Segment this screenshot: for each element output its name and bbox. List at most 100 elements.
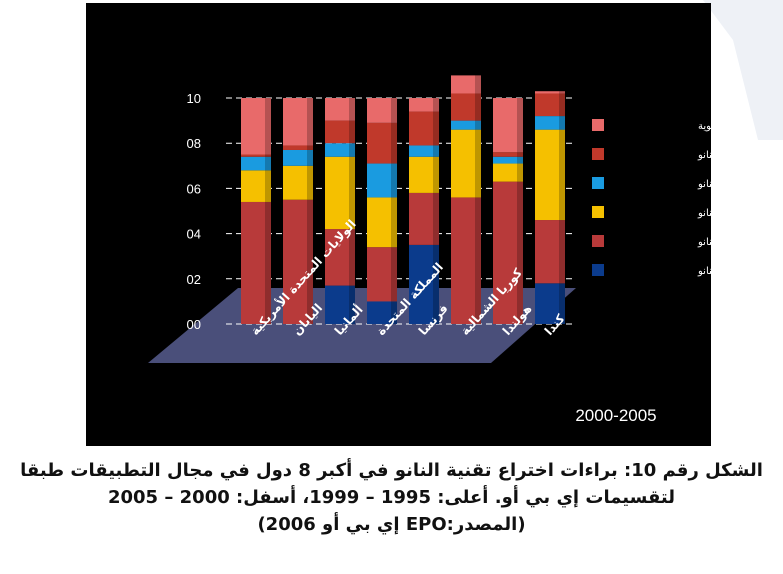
bar-segment-shade xyxy=(559,116,565,130)
y-tick-label: 10 xyxy=(187,91,201,106)
figure-caption-line-3: (المصدر:EPO إي بي أو 2006) xyxy=(257,514,526,535)
period-label: 2000-2005 xyxy=(575,406,656,425)
bar-segment xyxy=(325,229,355,286)
bar-segment xyxy=(367,197,397,248)
bar-segment xyxy=(535,283,565,324)
bar-segment-shade xyxy=(559,91,565,94)
bar-segment-shade xyxy=(517,152,523,157)
bar-segment xyxy=(451,75,481,94)
legend-swatch xyxy=(592,177,604,189)
bar-segment xyxy=(241,154,271,157)
bar-segment xyxy=(283,199,313,324)
bar-segment xyxy=(409,156,439,193)
bar-segment xyxy=(493,156,523,164)
bar-segment xyxy=(409,111,439,146)
bar-segment xyxy=(367,122,397,164)
figure-caption-line-1: الشكل رقم 10: براءات اختراع تقنية النانو… xyxy=(20,460,763,481)
legend-label: كهرباء النانو xyxy=(697,150,711,161)
legend-swatch xyxy=(592,119,604,131)
bar-segment xyxy=(493,152,523,157)
legend-label: مواد النانو xyxy=(697,179,711,190)
bar-segment xyxy=(535,93,565,117)
bar-segment-shade xyxy=(433,244,439,324)
bar-segment-shade xyxy=(433,98,439,112)
legend-swatch xyxy=(592,206,604,218)
bar-segment xyxy=(283,145,313,150)
bar-segment-shade xyxy=(559,220,565,284)
bar-segment xyxy=(367,163,397,198)
bar-segment xyxy=(493,181,523,324)
bar-segment-shade xyxy=(349,229,355,286)
bar-segment-shade xyxy=(517,98,523,153)
bar-segment xyxy=(451,93,481,121)
bar-segment-shade xyxy=(475,197,481,324)
bar-segment-shade xyxy=(265,154,271,157)
legend-label: أجهزة النانو xyxy=(697,206,711,219)
bar-segment xyxy=(367,98,397,123)
bar-segment-shade xyxy=(349,285,355,324)
bar-segment xyxy=(241,170,271,202)
bar-segment xyxy=(409,192,439,245)
y-tick-label: 04 xyxy=(187,227,201,242)
chart-panel: 00 02 04 06 08 10 الولايات المتحدة الأمريكية ا… xyxy=(86,3,711,446)
bar-segment-shade xyxy=(433,145,439,157)
bar-segment-shade xyxy=(391,98,397,123)
bar-segment xyxy=(409,98,439,112)
y-tick-label: 06 xyxy=(187,181,201,196)
legend-label: تقنية النانو الحيوية xyxy=(698,121,711,132)
bar-segment xyxy=(409,145,439,157)
bar-segment-shade xyxy=(475,93,481,121)
bar-segment-shade xyxy=(349,156,355,230)
bar-segment-shade xyxy=(307,145,313,150)
bar-segment-shade xyxy=(307,149,313,166)
bar-segment xyxy=(451,120,481,130)
bar-segment-shade xyxy=(265,156,271,171)
bar-segment xyxy=(535,116,565,130)
bar-segment-shade xyxy=(391,247,397,302)
bar-segment xyxy=(409,244,439,324)
legend-swatch xyxy=(592,264,604,276)
bar-segment xyxy=(451,197,481,324)
legend-label: مغناطيس النانو xyxy=(697,266,711,277)
legend-label: بصريات النانو xyxy=(697,237,711,248)
bar-segment-shade xyxy=(391,301,397,324)
bar-segment xyxy=(367,247,397,302)
bar-segment xyxy=(493,163,523,182)
y-tick-label: 08 xyxy=(187,136,201,151)
bar-segment xyxy=(283,98,313,146)
bar-segment xyxy=(325,98,355,121)
bar-segment xyxy=(535,220,565,284)
bar-segment-shade xyxy=(433,111,439,146)
bar-segment-shade xyxy=(517,163,523,182)
background-shape xyxy=(703,0,783,140)
bar-segment-shade xyxy=(265,201,271,324)
bar-segment xyxy=(325,120,355,144)
bar-segment-shade xyxy=(559,93,565,117)
bar-segment-shade xyxy=(265,98,271,155)
bar-segment-shade xyxy=(559,283,565,324)
bar-segment-shade xyxy=(433,156,439,193)
bar-segment-shade xyxy=(391,163,397,198)
bar-segment xyxy=(325,143,355,157)
bar-segment xyxy=(493,98,523,153)
bar-segment-shade xyxy=(475,129,481,198)
bar-segment-shade xyxy=(307,98,313,146)
bar-segment-shade xyxy=(265,170,271,202)
bar-segment xyxy=(283,149,313,166)
bar-segment xyxy=(451,129,481,198)
bar-segment xyxy=(535,129,565,221)
bar-segment xyxy=(325,156,355,230)
bar-segment-shade xyxy=(391,197,397,248)
bar-segment-shade xyxy=(349,143,355,157)
bar-segment-shade xyxy=(517,181,523,324)
bar-segment-shade xyxy=(559,129,565,221)
y-tick-label: 00 xyxy=(187,317,201,332)
y-tick-label: 02 xyxy=(187,272,201,287)
bar-segment xyxy=(283,165,313,200)
bar-segment-shade xyxy=(349,98,355,121)
bar-segment-shade xyxy=(391,122,397,164)
bar-segment-shade xyxy=(475,75,481,94)
bar-segment-shade xyxy=(307,199,313,324)
bar-segment xyxy=(241,156,271,171)
